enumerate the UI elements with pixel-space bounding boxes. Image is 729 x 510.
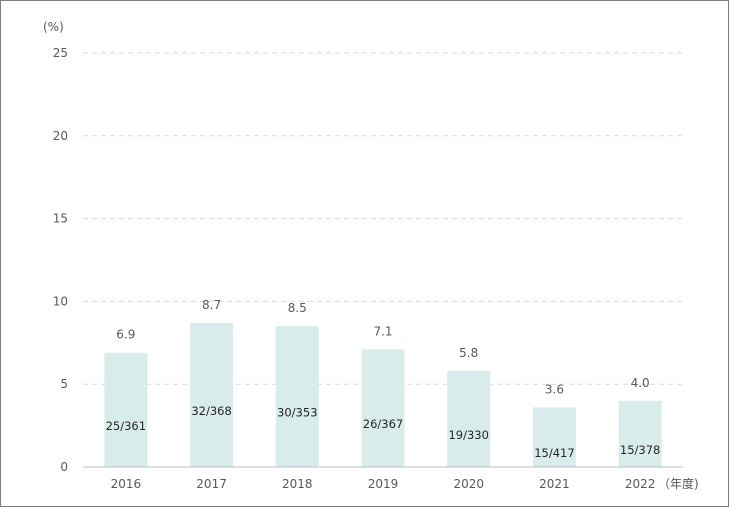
y-unit-label: (%) <box>43 20 64 34</box>
bar <box>104 352 148 467</box>
y-tick-label: 25 <box>53 46 68 60</box>
bar <box>618 400 662 467</box>
bar-inner-label: 15/378 <box>620 443 660 457</box>
bar-inner-label: 30/353 <box>277 406 317 420</box>
bar-value-label: 7.1 <box>373 324 392 338</box>
y-tick-label: 0 <box>60 460 68 474</box>
x-tick-label: 2019 <box>368 477 399 491</box>
bar-value-label: 6.9 <box>116 328 135 342</box>
x-tick-label: 2018 <box>282 477 313 491</box>
y-tick-label: 10 <box>53 294 68 308</box>
x-tick-label: 2021 <box>539 477 570 491</box>
bar-value-label: 8.7 <box>202 298 221 312</box>
x-tick-label: 2017 <box>196 477 227 491</box>
bar <box>275 326 319 467</box>
y-tick-label: 15 <box>53 212 68 226</box>
bar <box>361 349 405 467</box>
bar-value-label: 8.5 <box>288 301 307 315</box>
bar-value-label: 4.0 <box>631 376 650 390</box>
x-tick-label: 2016 <box>111 477 142 491</box>
bar-inner-label: 19/330 <box>448 428 488 442</box>
bar <box>447 370 491 467</box>
y-tick-label: 5 <box>60 377 68 391</box>
bar <box>532 407 576 467</box>
x-tick-label: 2022 <box>625 477 656 491</box>
bar-inner-label: 15/417 <box>534 446 574 460</box>
bar-value-label: 3.6 <box>545 382 564 396</box>
x-tick-label: 2020 <box>453 477 484 491</box>
bar-inner-label: 25/361 <box>106 419 146 433</box>
bar-inner-label: 26/367 <box>363 417 403 431</box>
y-tick-label: 20 <box>53 129 68 143</box>
bar-inner-label: 32/368 <box>191 404 231 418</box>
x-unit-label: （年度) <box>658 476 699 491</box>
bar <box>190 322 234 467</box>
bar-value-label: 5.8 <box>459 346 478 360</box>
